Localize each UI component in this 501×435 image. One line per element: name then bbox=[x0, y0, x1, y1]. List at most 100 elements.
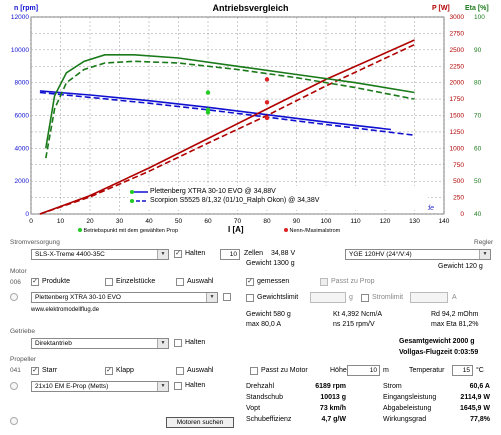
y-right1-tick-label: 750 bbox=[453, 162, 464, 169]
y-right1-tick-label: 1500 bbox=[450, 113, 465, 120]
x-tick-label: 50 bbox=[175, 218, 183, 225]
battery-weight: Gewicht 1300 g bbox=[246, 260, 295, 267]
x-tick-label: 90 bbox=[293, 218, 301, 225]
y-right1-tick-label: 0 bbox=[460, 211, 464, 218]
y-left-tick-label: 12000 bbox=[11, 14, 29, 21]
x-tick-label: 40 bbox=[145, 218, 153, 225]
x-tick-label: 80 bbox=[263, 218, 271, 225]
result-label: Schubeffizienz bbox=[246, 416, 292, 423]
motoren-suchen-button[interactable]: Motoren suchen bbox=[166, 417, 234, 428]
chart-plot: 0 10 20 30 40 50 60 70 80 90 100 110 120 130 140 0 250 50… bbox=[11, 14, 485, 225]
produkte-checkbox[interactable]: ✓ bbox=[31, 278, 39, 286]
series-line-rpm-dashed bbox=[39, 91, 415, 136]
y-right2-tick-label: 100 bbox=[474, 14, 485, 21]
chart-legend: Plettenberg XTRA 30-10 EVO @ 34,88V Scor… bbox=[128, 186, 428, 210]
battery-select[interactable]: SLS-X-Treme 4400-35C ▼ bbox=[31, 249, 169, 260]
y-left-tick-label: 8000 bbox=[15, 80, 30, 87]
result-value: 73 km/h bbox=[319, 405, 346, 412]
prop-radio[interactable] bbox=[10, 382, 18, 390]
result-label: Abgabeleistung bbox=[383, 405, 432, 412]
getriebe-select[interactable]: Direktantrieb ▼ bbox=[31, 338, 169, 349]
stromlimit-input[interactable] bbox=[410, 292, 448, 303]
klapp-checkbox[interactable]: ✓ bbox=[105, 367, 113, 375]
gewichtslimit-input[interactable] bbox=[310, 292, 346, 303]
motor-id: 006 bbox=[10, 279, 21, 286]
y-right1-tick-label: 1250 bbox=[450, 129, 465, 136]
result-label: Drehzahl bbox=[246, 383, 275, 390]
vollgas-flugzeit: Vollgas-Flugzeit 0:03:59 bbox=[399, 349, 479, 356]
y-right2-tick-label: 80 bbox=[474, 80, 482, 87]
einzelstuecke-checkbox[interactable] bbox=[105, 278, 113, 286]
battery-voltage: 34,88 V bbox=[271, 250, 296, 257]
result-label: Eingangsleistung bbox=[383, 394, 437, 401]
y-right2-tick-label: 60 bbox=[474, 145, 482, 152]
battery-halten-checkbox[interactable]: ✓ bbox=[174, 250, 182, 258]
legend-entry-1: Plettenberg XTRA 30-10 EVO @ 34,88V bbox=[150, 188, 276, 195]
y-right1-tick-label: 2250 bbox=[450, 63, 465, 70]
x-tick-label: 0 bbox=[29, 218, 33, 225]
motor-url-link[interactable]: www.elektromodellflug.de bbox=[31, 307, 100, 313]
section-propeller: Propeller bbox=[10, 356, 37, 363]
hoehe-input[interactable]: 10 bbox=[347, 365, 380, 376]
zellen-input[interactable]: 10 bbox=[220, 249, 240, 260]
motor-select[interactable]: Plettenberg XTRA 30-10 EVO ▼ bbox=[31, 292, 218, 303]
result-value: 6189 rpm bbox=[315, 383, 346, 390]
y-right2-tick-label: 90 bbox=[474, 47, 482, 54]
marker-point bbox=[264, 77, 270, 82]
passt-zu-prop-checkbox[interactable] bbox=[320, 278, 328, 286]
chevron-down-icon: ▼ bbox=[206, 293, 217, 302]
search-radio[interactable] bbox=[10, 417, 18, 425]
passt-zu-prop-label: Passt zu Prop bbox=[331, 278, 375, 285]
x-tick-label: 120 bbox=[380, 218, 391, 225]
prop-auswahl-checkbox[interactable] bbox=[176, 367, 184, 375]
x-tick-label: 70 bbox=[234, 218, 242, 225]
regler-weight: Gewicht 120 g bbox=[438, 263, 483, 270]
motor-kt: Kt 4,392 Ncm/A bbox=[333, 311, 383, 318]
temperatur-input[interactable]: 15 bbox=[452, 365, 473, 376]
chevron-down-icon: ▼ bbox=[157, 339, 168, 348]
bottom-legend-operating-point: Betriebspunkt mit dem gewählten Prop bbox=[78, 228, 178, 234]
y-right1-axis-label: P [W] bbox=[432, 5, 450, 12]
marker-point bbox=[205, 90, 211, 95]
x-tick-label: 60 bbox=[204, 218, 212, 225]
section-stromversorgung: Stromversorgung bbox=[10, 239, 60, 246]
motor-auswahl-label: Auswahl bbox=[187, 278, 214, 285]
x-tick-label: 20 bbox=[86, 218, 94, 225]
motor-radio[interactable] bbox=[10, 293, 18, 301]
y-left-tick-label: 6000 bbox=[15, 113, 30, 120]
getriebe-halten-checkbox[interactable] bbox=[174, 339, 182, 347]
stromlimit-label: Stromlimit bbox=[372, 294, 404, 301]
regler-select[interactable]: YGE 120HV (24°/V:4) ▼ bbox=[345, 249, 491, 260]
stromlimit-checkbox[interactable] bbox=[361, 294, 369, 302]
battery-halten-label: Halten bbox=[185, 250, 206, 257]
gewichtslimit-checkbox[interactable] bbox=[246, 294, 254, 302]
legend-entry-2: Scorpion S5525 8/1,32 (01/10_Ralph Okon)… bbox=[150, 197, 320, 204]
marker-point bbox=[205, 110, 211, 115]
motor-weight: Gewicht 580 g bbox=[246, 311, 291, 318]
x-tick-label: 140 bbox=[439, 218, 450, 225]
legend-swatches bbox=[130, 190, 148, 203]
y-right2-tick-label: 40 bbox=[474, 211, 482, 218]
battery-value: SLS-X-Treme 4400-35C bbox=[35, 251, 105, 258]
motor-halten-checkbox[interactable] bbox=[223, 293, 231, 301]
x-axis-label: I [A] bbox=[228, 225, 244, 234]
gemessen-label: gemessen bbox=[257, 278, 290, 285]
marker-point bbox=[264, 100, 270, 105]
prop-select[interactable]: 21x10 EM E-Prop (Metts) ▼ bbox=[31, 381, 169, 392]
starr-checkbox[interactable]: ✓ bbox=[31, 367, 39, 375]
section-getriebe: Getriebe bbox=[10, 328, 35, 335]
gemessen-checkbox[interactable]: ✓ bbox=[246, 278, 254, 286]
series-line-rpm-solid bbox=[39, 90, 391, 131]
result-value: 2114,9 W bbox=[460, 394, 490, 401]
x-tick-label: 130 bbox=[409, 218, 420, 225]
x-tick-label: 30 bbox=[116, 218, 124, 225]
series-line-eta-solid bbox=[45, 53, 415, 149]
passt-zu-motor-checkbox[interactable] bbox=[250, 367, 258, 375]
bottom-legend-nominal: Nenn-/Maximalstrom bbox=[284, 228, 340, 234]
series-line-eta-dashed bbox=[45, 60, 415, 159]
motor-auswahl-checkbox[interactable] bbox=[176, 278, 184, 286]
y-right1-tick-label: 2000 bbox=[450, 80, 465, 87]
y-left-axis-label: n [rpm] bbox=[14, 5, 39, 12]
prop-halten-checkbox[interactable] bbox=[174, 382, 182, 390]
chart-title: Antriebsvergleich bbox=[212, 3, 289, 13]
